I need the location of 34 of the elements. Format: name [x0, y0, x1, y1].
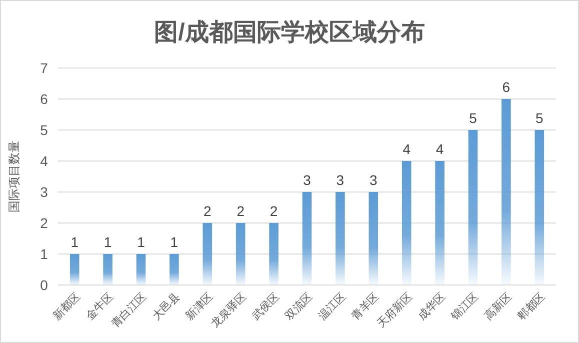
y-axis-title: 国际项目数量 [7, 140, 21, 212]
data-label: 5 [469, 110, 478, 126]
x-tick-label: 郫都区 [514, 290, 548, 322]
data-label: 2 [270, 203, 278, 219]
data-label: 2 [204, 203, 212, 219]
x-tick-label: 双流区 [282, 290, 316, 322]
data-label: 6 [502, 79, 510, 95]
y-tick-label: 1 [40, 246, 48, 262]
y-tick-label: 4 [40, 153, 48, 169]
y-tick-label: 6 [40, 91, 48, 107]
x-tick-label: 大邑县 [150, 290, 182, 322]
data-label: 3 [336, 172, 344, 188]
x-tick-label: 锦江区 [448, 290, 482, 324]
data-label: 4 [402, 141, 411, 157]
y-tick-label: 7 [40, 60, 48, 76]
chart-title: 图/成都国际学校区域分布 [154, 19, 425, 46]
x-tick-label: 成华区 [415, 290, 448, 322]
data-label: 1 [104, 234, 112, 250]
data-label: 2 [236, 203, 245, 219]
x-tick-label: 武侯区 [249, 290, 282, 322]
y-tick-label: 0 [40, 277, 48, 293]
data-label: 3 [370, 172, 378, 188]
x-tick-label: 新都区 [50, 290, 83, 322]
y-tick-label: 3 [40, 184, 48, 200]
data-label: 5 [536, 110, 544, 126]
x-tick-label: 温江区 [316, 290, 348, 322]
x-tick-label: 高新区 [482, 290, 514, 322]
y-tick-label: 5 [40, 122, 48, 138]
data-label: 4 [436, 141, 444, 157]
data-label: 3 [303, 172, 312, 188]
y-tick-label: 2 [40, 215, 48, 231]
data-label: 1 [170, 234, 178, 250]
data-label: 1 [70, 234, 79, 250]
data-label: 1 [137, 234, 146, 250]
